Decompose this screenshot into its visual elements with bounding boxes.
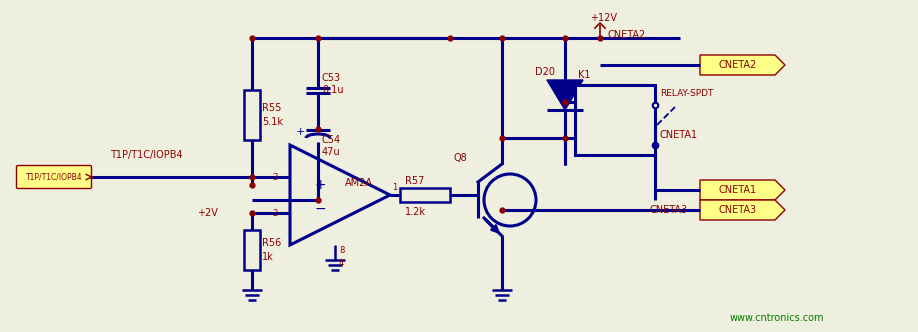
- Text: 3: 3: [273, 173, 278, 182]
- Text: CNETA3: CNETA3: [650, 205, 688, 215]
- Text: 1.2k: 1.2k: [405, 207, 426, 217]
- Text: CNETA1: CNETA1: [719, 185, 757, 195]
- Text: 1k: 1k: [262, 252, 274, 262]
- Text: C53: C53: [322, 73, 341, 83]
- Text: +: +: [296, 127, 305, 137]
- Polygon shape: [700, 180, 785, 200]
- Polygon shape: [290, 145, 390, 245]
- Text: CNETA2: CNETA2: [608, 30, 646, 40]
- Text: 0.1u: 0.1u: [322, 85, 343, 95]
- Bar: [244, 230, 260, 270]
- Text: T1P/T1C/IOPB4: T1P/T1C/IOPB4: [26, 173, 83, 182]
- Text: CNETA1: CNETA1: [660, 130, 698, 140]
- Text: 47u: 47u: [322, 147, 341, 157]
- FancyBboxPatch shape: [17, 165, 92, 189]
- Text: Q8: Q8: [453, 153, 466, 163]
- Bar: [400, 188, 450, 202]
- Text: +2V: +2V: [197, 208, 218, 218]
- Text: +: +: [314, 178, 326, 192]
- Polygon shape: [700, 55, 785, 75]
- Text: D20: D20: [535, 67, 555, 77]
- Text: K1: K1: [578, 70, 590, 80]
- Text: CNETA3: CNETA3: [719, 205, 757, 215]
- Bar: [244, 90, 260, 140]
- Polygon shape: [547, 80, 583, 110]
- Text: AM2A: AM2A: [345, 178, 373, 188]
- Text: www.cntronics.com: www.cntronics.com: [730, 313, 824, 323]
- Polygon shape: [700, 200, 785, 220]
- Text: R55: R55: [262, 103, 282, 113]
- Text: 2: 2: [273, 208, 278, 217]
- Text: C54: C54: [322, 135, 341, 145]
- Text: R56: R56: [262, 238, 281, 248]
- Text: RELAY-SPDT: RELAY-SPDT: [660, 89, 713, 98]
- Text: −: −: [314, 202, 326, 216]
- Text: CNETA2: CNETA2: [719, 60, 757, 70]
- Text: 8: 8: [339, 245, 344, 255]
- Text: 4: 4: [339, 259, 344, 268]
- Text: 5.1k: 5.1k: [262, 117, 283, 127]
- Text: 1: 1: [392, 183, 397, 192]
- Text: R57: R57: [405, 176, 424, 186]
- Text: +12V: +12V: [590, 13, 617, 23]
- Text: T1P/T1C/IOPB4: T1P/T1C/IOPB4: [110, 150, 183, 160]
- Bar: [575, 85, 655, 155]
